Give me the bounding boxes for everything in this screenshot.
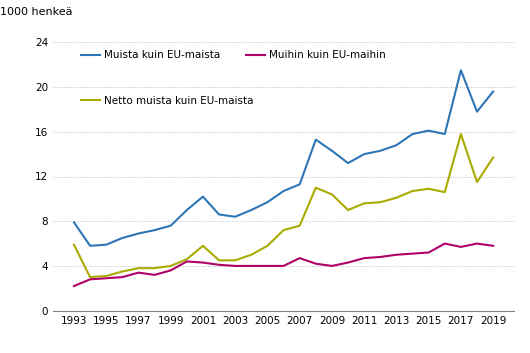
Line: Muista kuin EU-maista: Muista kuin EU-maista — [74, 70, 493, 246]
Netto muista kuin EU-maista — [409, 189, 416, 193]
Netto muista kuin EU-maista — [296, 223, 303, 228]
Muihin kuin EU-maihin — [167, 268, 174, 273]
Muihin kuin EU-maihin — [458, 245, 464, 249]
Netto muista kuin EU-maista — [441, 190, 448, 194]
Muihin kuin EU-maihin — [71, 284, 77, 288]
Line: Muihin kuin EU-maihin: Muihin kuin EU-maihin — [74, 244, 493, 286]
Muihin kuin EU-maihin — [200, 261, 206, 265]
Muihin kuin EU-maihin — [135, 270, 142, 275]
Muihin kuin EU-maihin — [103, 276, 109, 280]
Netto muista kuin EU-maista — [264, 244, 271, 248]
Netto muista kuin EU-maista — [313, 186, 319, 190]
Muista kuin EU-maista — [393, 143, 400, 147]
Muihin kuin EU-maihin — [441, 241, 448, 246]
Netto muista kuin EU-maista — [280, 228, 287, 232]
Muihin kuin EU-maihin — [329, 264, 335, 268]
Muista kuin EU-maista — [345, 161, 351, 165]
Muihin kuin EU-maihin — [409, 251, 416, 256]
Muihin kuin EU-maihin — [490, 244, 496, 248]
Muista kuin EU-maista — [426, 128, 432, 133]
Muista kuin EU-maista — [152, 228, 158, 232]
Netto muista kuin EU-maista — [119, 269, 126, 274]
Muihin kuin EU-maihin — [119, 275, 126, 279]
Muihin kuin EU-maihin — [393, 253, 400, 257]
Netto muista kuin EU-maista — [474, 180, 480, 184]
Text: 1000 henkeä: 1000 henkeä — [0, 7, 73, 17]
Netto muista kuin EU-maista — [393, 196, 400, 200]
Muista kuin EU-maista — [458, 68, 464, 72]
Muista kuin EU-maista — [377, 149, 384, 153]
Muista kuin EU-maista — [216, 213, 222, 217]
Muihin kuin EU-maihin — [183, 259, 190, 264]
Muista kuin EU-maista — [361, 152, 367, 156]
Muista kuin EU-maista — [248, 208, 254, 212]
Muista kuin EU-maista — [296, 182, 303, 186]
Netto muista kuin EU-maista — [87, 275, 93, 279]
Netto muista kuin EU-maista — [135, 266, 142, 270]
Netto muista kuin EU-maista — [71, 243, 77, 247]
Netto muista kuin EU-maista — [377, 200, 384, 204]
Muista kuin EU-maista — [87, 244, 93, 248]
Netto muista kuin EU-maista — [232, 258, 238, 263]
Muihin kuin EU-maihin — [280, 264, 287, 268]
Netto muista kuin EU-maista — [248, 253, 254, 257]
Muista kuin EU-maista — [313, 138, 319, 142]
Muihin kuin EU-maihin — [87, 277, 93, 281]
Muista kuin EU-maista — [71, 220, 77, 225]
Muista kuin EU-maista — [232, 215, 238, 219]
Muista kuin EU-maista — [119, 236, 126, 240]
Muihin kuin EU-maihin — [313, 262, 319, 266]
Muihin kuin EU-maihin — [426, 250, 432, 255]
Muista kuin EU-maista — [329, 149, 335, 153]
Muista kuin EU-maista — [103, 243, 109, 247]
Netto muista kuin EU-maista — [345, 208, 351, 212]
Legend: Netto muista kuin EU-maista: Netto muista kuin EU-maista — [81, 96, 254, 106]
Muihin kuin EU-maihin — [232, 264, 238, 268]
Muihin kuin EU-maihin — [264, 264, 271, 268]
Muista kuin EU-maista — [264, 200, 271, 204]
Muista kuin EU-maista — [200, 195, 206, 199]
Muihin kuin EU-maihin — [152, 273, 158, 277]
Muihin kuin EU-maihin — [248, 264, 254, 268]
Muihin kuin EU-maihin — [361, 256, 367, 260]
Muihin kuin EU-maihin — [296, 256, 303, 260]
Netto muista kuin EU-maista — [167, 264, 174, 268]
Netto muista kuin EU-maista — [103, 274, 109, 278]
Muista kuin EU-maista — [490, 89, 496, 94]
Muihin kuin EU-maihin — [345, 261, 351, 265]
Netto muista kuin EU-maista — [426, 187, 432, 191]
Netto muista kuin EU-maista — [361, 201, 367, 205]
Muihin kuin EU-maihin — [474, 241, 480, 246]
Muista kuin EU-maista — [135, 232, 142, 236]
Netto muista kuin EU-maista — [458, 132, 464, 136]
Line: Netto muista kuin EU-maista: Netto muista kuin EU-maista — [74, 134, 493, 277]
Muihin kuin EU-maihin — [216, 263, 222, 267]
Netto muista kuin EU-maista — [183, 257, 190, 261]
Netto muista kuin EU-maista — [200, 244, 206, 248]
Muista kuin EU-maista — [474, 109, 480, 114]
Muista kuin EU-maista — [409, 132, 416, 136]
Netto muista kuin EU-maista — [490, 155, 496, 160]
Netto muista kuin EU-maista — [216, 258, 222, 263]
Netto muista kuin EU-maista — [329, 192, 335, 197]
Muista kuin EU-maista — [441, 132, 448, 136]
Netto muista kuin EU-maista — [152, 266, 158, 270]
Muista kuin EU-maista — [183, 208, 190, 212]
Muista kuin EU-maista — [280, 189, 287, 193]
Muihin kuin EU-maihin — [377, 255, 384, 259]
Muista kuin EU-maista — [167, 223, 174, 228]
